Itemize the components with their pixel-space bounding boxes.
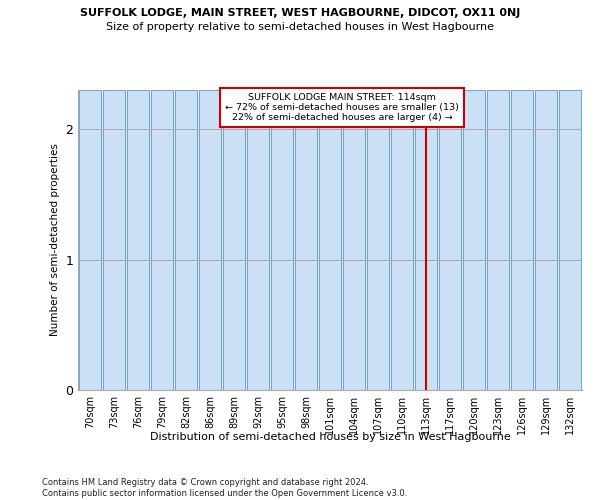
Bar bbox=[559, 90, 581, 390]
Bar bbox=[319, 90, 341, 390]
Bar bbox=[487, 90, 509, 390]
Bar bbox=[511, 90, 533, 390]
Bar bbox=[79, 90, 101, 390]
Bar bbox=[103, 90, 125, 390]
Bar bbox=[247, 90, 269, 390]
Bar bbox=[223, 90, 245, 390]
Bar bbox=[199, 90, 221, 390]
Text: Distribution of semi-detached houses by size in West Hagbourne: Distribution of semi-detached houses by … bbox=[149, 432, 511, 442]
Bar bbox=[271, 90, 293, 390]
Bar bbox=[439, 90, 461, 390]
Bar bbox=[175, 90, 197, 390]
Bar bbox=[367, 90, 389, 390]
Text: SUFFOLK LODGE MAIN STREET: 114sqm
← 72% of semi-detached houses are smaller (13): SUFFOLK LODGE MAIN STREET: 114sqm ← 72% … bbox=[225, 92, 459, 122]
Bar bbox=[127, 90, 149, 390]
Bar bbox=[535, 90, 557, 390]
Bar bbox=[343, 90, 365, 390]
Text: Size of property relative to semi-detached houses in West Hagbourne: Size of property relative to semi-detach… bbox=[106, 22, 494, 32]
Y-axis label: Number of semi-detached properties: Number of semi-detached properties bbox=[50, 144, 59, 336]
Bar bbox=[415, 90, 437, 390]
Text: Contains HM Land Registry data © Crown copyright and database right 2024.
Contai: Contains HM Land Registry data © Crown c… bbox=[42, 478, 407, 498]
Bar bbox=[295, 90, 317, 390]
Bar bbox=[151, 90, 173, 390]
Text: SUFFOLK LODGE, MAIN STREET, WEST HAGBOURNE, DIDCOT, OX11 0NJ: SUFFOLK LODGE, MAIN STREET, WEST HAGBOUR… bbox=[80, 8, 520, 18]
Bar bbox=[391, 90, 413, 390]
Bar bbox=[463, 90, 485, 390]
